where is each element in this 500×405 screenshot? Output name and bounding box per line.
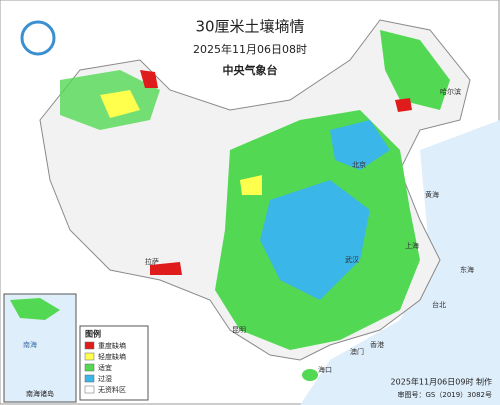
- title: 30厘米土壤墒情: [195, 18, 304, 36]
- footer-review: 审图号：GS（2019）3082号: [398, 390, 493, 399]
- legend-label: 过湿: [98, 374, 112, 383]
- sea-label: 东海: [460, 265, 474, 274]
- place-label: 台北: [432, 300, 446, 309]
- sea-label: 黄海: [425, 190, 439, 199]
- severe-dry-area: [395, 98, 412, 112]
- legend-title: 图例: [85, 329, 101, 339]
- dry-area: [240, 175, 262, 195]
- sea: [300, 120, 500, 405]
- legend-swatch: [84, 374, 95, 383]
- place-label: 哈尔滨: [440, 87, 461, 96]
- wet-area: [260, 180, 370, 300]
- legend-label: 重度缺墒: [98, 341, 126, 350]
- place-label: 海口: [318, 365, 332, 374]
- legend-label: 无资料区: [98, 385, 126, 394]
- inset-land: [10, 298, 60, 320]
- place-label: 香港: [370, 340, 384, 349]
- legend-swatch: [84, 341, 95, 350]
- legend-label: 轻度缺墒: [98, 352, 126, 361]
- inset-label: 南海诸岛: [26, 389, 54, 398]
- severe-dry-area: [140, 70, 158, 88]
- legend-swatch: [84, 385, 95, 394]
- place-label: 拉萨: [145, 257, 159, 266]
- place-label: 澳门: [350, 347, 364, 356]
- wet-area: [330, 120, 390, 170]
- date: 2025年11月06日08时: [193, 42, 307, 56]
- legend-swatch: [84, 352, 95, 361]
- legend-label: 适宜: [98, 363, 112, 372]
- inset-sea: 南海: [23, 340, 37, 349]
- place-label: 武汉: [345, 255, 359, 264]
- severe-dry-area: [150, 262, 182, 275]
- place-label: 上海: [405, 241, 419, 250]
- publisher: 中央气象台: [223, 63, 278, 77]
- place-label: 北京: [352, 160, 366, 169]
- logo: [20, 20, 56, 56]
- dry-area: [100, 90, 140, 118]
- suitable-area: [380, 30, 450, 110]
- footer-made: 2025年11月06日09时 制作: [391, 377, 492, 387]
- legend-items: 重度缺墒 轻度缺墒 适宜 过湿 无资料区: [84, 341, 126, 394]
- hainan: [302, 369, 318, 381]
- place-label: 昆明: [232, 326, 246, 334]
- legend-swatch: [84, 363, 95, 372]
